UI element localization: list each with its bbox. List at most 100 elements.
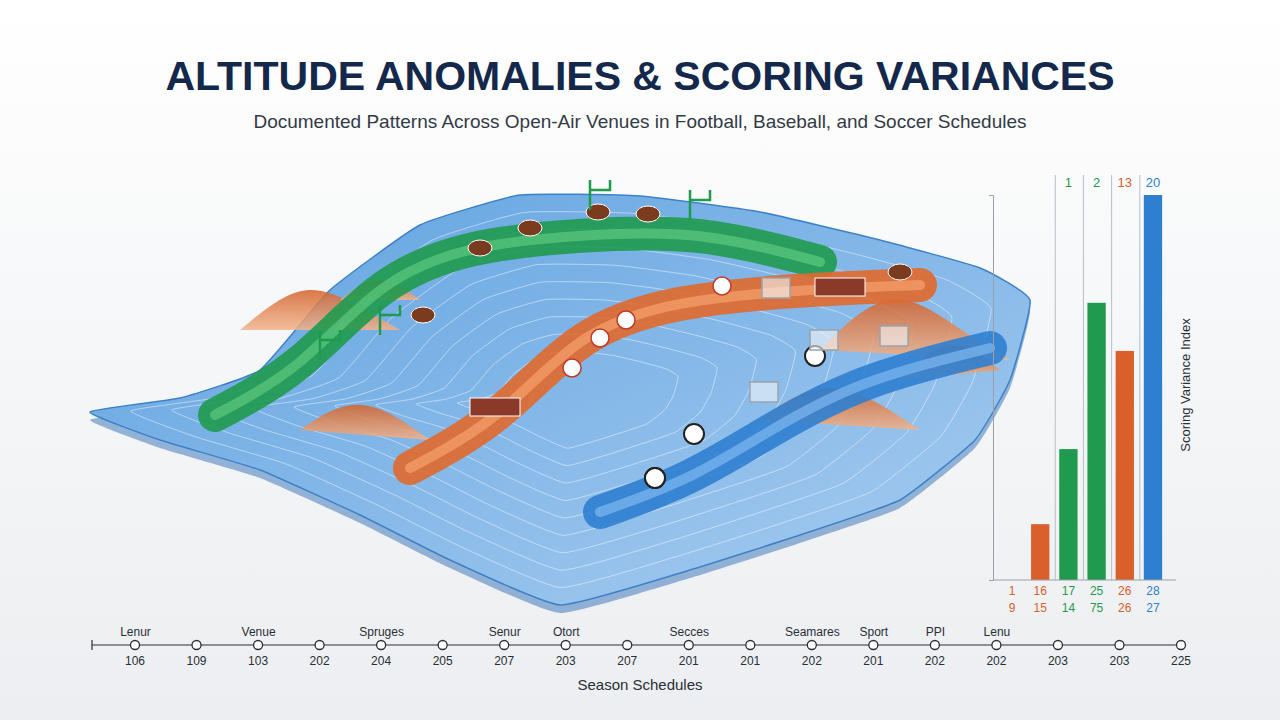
timeline-value: 225 [1171, 654, 1191, 668]
x-axis-title: Season Schedules [577, 676, 702, 693]
timeline-value: 201 [740, 654, 760, 668]
tick-mark [989, 195, 993, 196]
stands-icon [815, 278, 865, 296]
timeline-point [807, 641, 816, 650]
sub-category-label: 9 [1009, 601, 1016, 615]
timeline-value: 207 [617, 654, 637, 668]
timeline-point [438, 641, 447, 650]
axis-line [989, 196, 994, 581]
timeline-value: 203 [556, 654, 576, 668]
soccer-ball-icon [645, 468, 665, 488]
bar [1144, 195, 1162, 580]
timeline-value: 202 [925, 654, 945, 668]
subtitle: Documented Patterns Across Open-Air Venu… [253, 111, 1026, 132]
baseball-icon [591, 329, 609, 347]
timeline-label: Senur [489, 625, 521, 639]
tick-label: 26 [1118, 584, 1132, 598]
sub-category-label: 26 [1118, 601, 1132, 615]
goalpost-icon [590, 180, 610, 210]
soccer-ball-icon [684, 424, 704, 444]
football-icon [518, 220, 542, 236]
y-axis-title: Scoring Variance Index [1178, 318, 1193, 452]
tick-label: 25 [1090, 584, 1104, 598]
timeline-value: 106 [125, 654, 145, 668]
goal-icon [762, 278, 790, 298]
baseball-icon [617, 311, 635, 329]
goalpost-icon [690, 190, 710, 220]
timeline-point [869, 641, 878, 650]
timeline-point [1053, 641, 1062, 650]
column-top-label: 1 [1065, 175, 1072, 190]
column-top-label: 2 [1093, 175, 1100, 190]
timeline-label: Secces [670, 625, 709, 639]
timeline-label: Sport [860, 625, 889, 639]
timeline-point [377, 641, 386, 650]
timeline-value: 202 [802, 654, 822, 668]
baseball-icon [713, 277, 731, 295]
timeline-label: Lenu [984, 625, 1011, 639]
bar-chart: 1161725262891514752627121320Scoring Vari… [989, 175, 1193, 615]
tick-label: 16 [1034, 584, 1048, 598]
y-tick [989, 195, 993, 196]
tick-mark [989, 580, 993, 581]
goal-icon [750, 382, 778, 402]
x-tick: 17 [1062, 580, 1076, 598]
soccer-ball-icon [645, 468, 665, 488]
x-tick: 25 [1090, 580, 1104, 598]
terrain-illustration [90, 180, 1030, 613]
football-icon [411, 307, 435, 323]
column-top-label: 13 [1118, 175, 1132, 190]
timeline-value: 201 [679, 654, 699, 668]
bar [1116, 351, 1134, 580]
contour-line [131, 212, 991, 588]
x-tick: 28 [1146, 580, 1160, 598]
x-axis: 1 16 17 25 26 28 [1009, 580, 1160, 598]
background [0, 0, 1280, 720]
timeline-point [992, 641, 1001, 650]
timeline-label: Venue [242, 625, 276, 639]
timeline-point [930, 641, 939, 650]
sub-category-label: 75 [1090, 601, 1104, 615]
tick-label: 1 [1009, 584, 1016, 598]
timeline-label: Lenur [120, 625, 151, 639]
column-separator [1083, 175, 1084, 580]
timeline-value: 203 [1048, 654, 1068, 668]
timeline-value: 203 [1109, 654, 1129, 668]
goalpost-icon [320, 330, 340, 360]
timeline-value: 204 [371, 654, 391, 668]
timeline-end [91, 640, 92, 650]
timeline: LenurVenueSprugesSenurOtortSeccesSeamare… [92, 625, 1191, 693]
goal-icon [880, 326, 908, 346]
football-icon [636, 206, 660, 222]
bar [1031, 524, 1049, 580]
goalpost-icon [380, 305, 400, 335]
timeline-point [315, 641, 324, 650]
sub-category-label: 14 [1062, 601, 1076, 615]
baseball-icon [563, 359, 581, 377]
y-axis [989, 196, 994, 581]
timeline-value: 202 [310, 654, 330, 668]
goal-icon [810, 330, 838, 350]
mountain [300, 405, 430, 440]
sport-ribbon-highlight [600, 348, 990, 512]
timeline-label: Spruges [359, 625, 404, 639]
timeline-value: 205 [433, 654, 453, 668]
timeline-point [684, 641, 693, 650]
x-tick: 26 [1118, 580, 1132, 598]
column-separator [1139, 175, 1140, 580]
y-tick [989, 580, 993, 581]
timeline-point [1177, 641, 1186, 650]
timeline-point [500, 641, 509, 650]
bar [1087, 303, 1105, 580]
timeline-value: 201 [863, 654, 883, 668]
football-icon [888, 264, 912, 280]
timeline-point [192, 641, 201, 650]
column-top-label: 20 [1146, 175, 1160, 190]
timeline-label: Seamares [785, 625, 840, 639]
timeline-point [1115, 641, 1124, 650]
chart-root: ALTITUDE ANOMALIES & SCORING VARIANCESDo… [0, 0, 1280, 720]
timeline-point [131, 641, 140, 650]
football-icon [468, 240, 492, 256]
sub-category-label: 15 [1034, 601, 1048, 615]
x-tick: 16 [1034, 580, 1048, 598]
